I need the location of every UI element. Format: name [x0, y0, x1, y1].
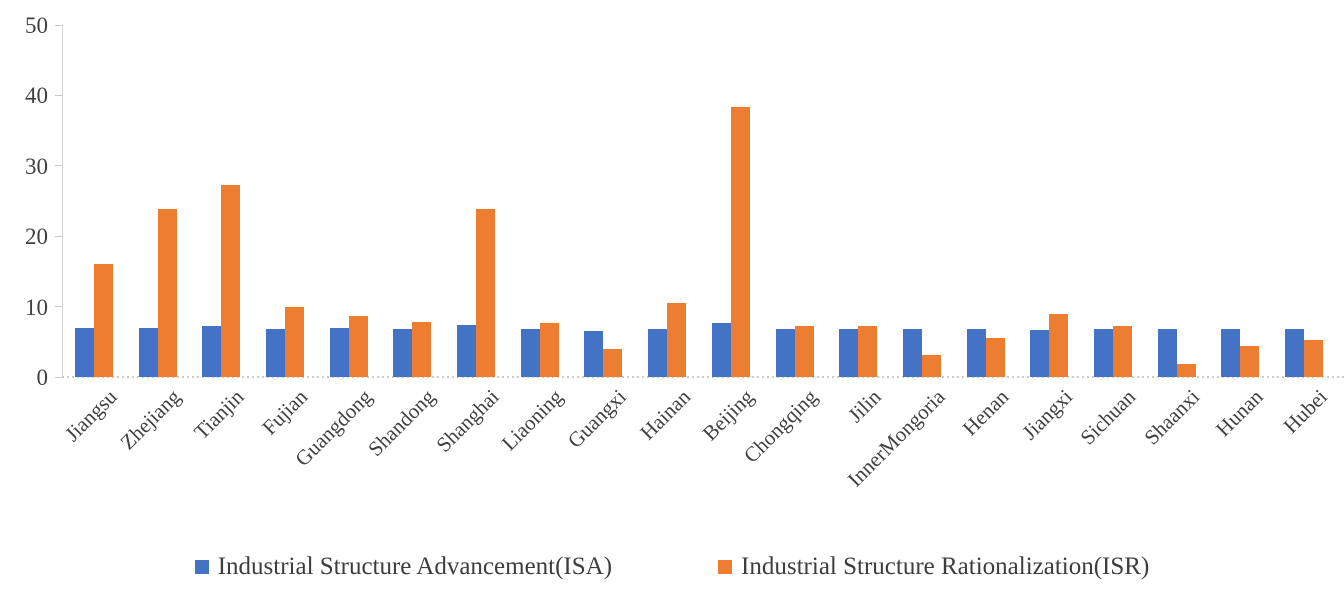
bar-isr-henan	[985, 337, 1005, 377]
legend-item-isr: Industrial Structure Rationalization(ISR…	[718, 553, 1149, 581]
x-axis-label: Jiangxi	[1017, 384, 1077, 445]
bar-isa-jilin	[839, 329, 859, 377]
y-tick-label: 0	[36, 365, 49, 390]
bar-isr-guangdong	[348, 316, 368, 377]
bar-isr-liaoning	[539, 322, 559, 377]
y-tick-mark	[55, 235, 62, 237]
bar-isr-innermongoria	[921, 355, 941, 377]
bar-isa-shaanxi	[1157, 329, 1177, 377]
bar-isa-guangdong	[329, 327, 349, 377]
bar-isr-shanghai	[476, 209, 496, 377]
y-tick-label: 10	[25, 294, 48, 320]
bar-isa-henan	[966, 329, 986, 377]
x-axis-label: Hunan	[1211, 384, 1269, 442]
legend-item-isa: Industrial Structure Advancement(ISA)	[194, 553, 613, 581]
legend-label-isr: Industrial Structure Rationalization(ISR…	[741, 553, 1150, 580]
y-tick-label: 40	[25, 83, 48, 109]
bar-isa-guangxi	[584, 330, 604, 377]
bar-isa-zhejiang	[138, 327, 158, 377]
bar-isa-innermongoria	[902, 329, 922, 377]
x-axis-label: Zhejiang	[115, 384, 186, 455]
bar-isa-hunan	[1221, 329, 1241, 377]
bar-isr-hainan	[667, 303, 687, 377]
bar-isa-shandong	[393, 329, 413, 377]
bar-isr-sichuan	[1113, 326, 1133, 377]
x-axis-label: Fujian	[257, 384, 313, 440]
x-axis-label: Henan	[957, 384, 1014, 441]
bar-isr-guangxi	[603, 348, 623, 377]
bar-isa-jiangsu	[74, 327, 94, 377]
bar-isa-fujian	[265, 329, 285, 377]
bar-isa-sichuan	[1094, 329, 1114, 377]
x-axis-label: Tianjin	[189, 384, 249, 444]
x-axis-label: Hubei	[1278, 384, 1332, 438]
bar-isr-beijing	[730, 106, 750, 377]
bar-isr-tianjin	[221, 184, 241, 377]
bar-isa-chongqing	[775, 329, 795, 377]
bar-isr-shaanxi	[1176, 363, 1196, 377]
bar-isa-tianjin	[202, 326, 222, 377]
y-tick-mark	[55, 306, 62, 308]
legend-label-isa: Industrial Structure Advancement(ISA)	[217, 553, 613, 580]
bar-isr-jiangsu	[93, 263, 113, 377]
bar-isr-shandong	[412, 322, 432, 377]
bar-isa-beijing	[711, 323, 731, 377]
y-tick-mark	[55, 165, 62, 167]
x-axis-label: Shaanxi	[1139, 384, 1205, 450]
bar-isa-jiangxi	[1030, 329, 1050, 377]
bar-isa-liaoning	[520, 329, 540, 377]
bar-isr-jilin	[858, 326, 878, 377]
bar-isa-hubei	[1285, 329, 1305, 377]
bar-isr-fujian	[284, 306, 304, 377]
x-axis-label: Sichuan	[1075, 384, 1141, 450]
bar-isr-jiangxi	[1049, 313, 1069, 377]
bar-isa-shanghai	[457, 324, 477, 377]
isa-series-swatch-icon	[194, 560, 209, 574]
x-axis-label: Shanghai	[431, 384, 504, 457]
y-tick-label: 20	[25, 224, 48, 250]
y-tick-mark	[55, 24, 62, 26]
bar-isr-chongqing	[794, 326, 814, 377]
y-tick-label: 50	[25, 13, 48, 38]
x-axis-label: Hainan	[634, 384, 695, 445]
isr-series-swatch-icon	[718, 560, 733, 574]
x-axis-label: Jiangsu	[59, 384, 122, 447]
y-tick-mark	[55, 376, 62, 378]
x-axis-label: Beijing	[697, 384, 759, 446]
bar-isa-hainan	[648, 329, 668, 377]
y-tick-mark	[55, 94, 62, 96]
bar-isr-hunan	[1240, 346, 1260, 377]
legend: Industrial Structure Advancement(ISA) In…	[0, 553, 1344, 581]
y-axis-line	[62, 25, 63, 377]
x-axis-label: Shandong	[363, 384, 440, 461]
bar-isr-zhejiang	[157, 208, 177, 377]
x-axis-label: Jilin	[843, 384, 886, 428]
bar-isr-hubei	[1304, 340, 1324, 377]
x-axis-label: Liaoning	[496, 384, 568, 456]
y-tick-label: 30	[25, 153, 48, 179]
x-axis-label: Guangxi	[562, 384, 632, 453]
x-axis-line	[62, 376, 1344, 378]
